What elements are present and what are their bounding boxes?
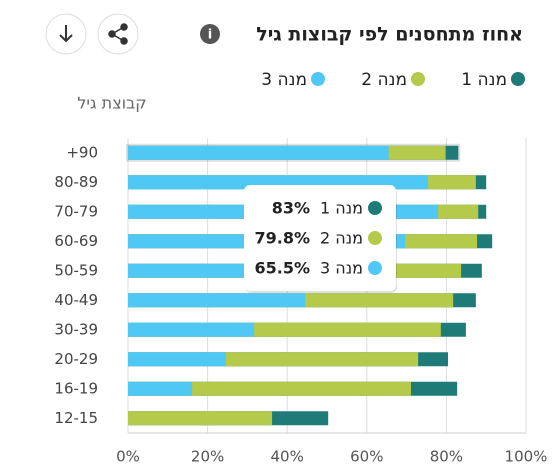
bar xyxy=(128,352,226,367)
legend-label: מנה 2 xyxy=(361,70,407,90)
x-tick-label: 0% xyxy=(116,448,140,466)
bar xyxy=(128,322,255,337)
legend-label: מנה 3 xyxy=(261,70,307,90)
legend-swatch xyxy=(311,72,325,86)
x-tick-label: 100% xyxy=(505,448,548,466)
y-tick-label: 60-69 xyxy=(54,232,98,250)
y-axis-label: קבוצת גיל xyxy=(77,94,146,113)
y-tick-label: 80-89 xyxy=(54,173,98,191)
share-button[interactable] xyxy=(97,13,139,55)
bar xyxy=(128,145,389,160)
bar xyxy=(128,411,273,426)
y-tick-label: 30-39 xyxy=(54,320,98,338)
info-icon[interactable] xyxy=(200,24,220,44)
share-icon xyxy=(108,23,128,45)
info-i: i xyxy=(208,28,212,43)
tooltip-value: 65.5% xyxy=(254,259,310,278)
x-tick-label: 20% xyxy=(191,448,224,466)
tooltip-value: 83% xyxy=(272,199,310,218)
tooltip-swatch xyxy=(368,261,382,275)
bar xyxy=(128,381,193,396)
y-tick-label: 50-59 xyxy=(54,261,98,279)
chart-title: אחוז מתחסנים לפי קבוצות גיל xyxy=(256,24,523,46)
x-tick-label: 40% xyxy=(271,448,304,466)
x-tick-label: 60% xyxy=(350,448,383,466)
tooltip xyxy=(244,185,396,291)
legend-swatch xyxy=(511,72,525,86)
tooltip-name: מנה 1 xyxy=(320,199,363,218)
y-tick-label: 20-29 xyxy=(54,350,98,368)
legend-label: מנה 1 xyxy=(461,70,507,90)
bar xyxy=(128,381,411,396)
y-tick-label: 70-79 xyxy=(54,202,98,220)
y-tick-label: +90 xyxy=(66,143,98,161)
legend-swatch xyxy=(411,72,425,86)
y-tick-label: 12-15 xyxy=(54,409,98,427)
bar xyxy=(128,293,306,308)
y-tick-label: 40-49 xyxy=(54,291,98,309)
tooltip-swatch xyxy=(368,231,382,245)
tooltip-name: מנה 3 xyxy=(320,259,363,278)
y-tick-label: 16-19 xyxy=(54,379,98,397)
x-tick-label: 80% xyxy=(430,448,463,466)
tooltip-value: 79.8% xyxy=(254,229,310,248)
tooltip-name: מנה 2 xyxy=(320,229,363,248)
download-icon xyxy=(59,25,73,43)
tooltip-swatch xyxy=(368,201,382,215)
